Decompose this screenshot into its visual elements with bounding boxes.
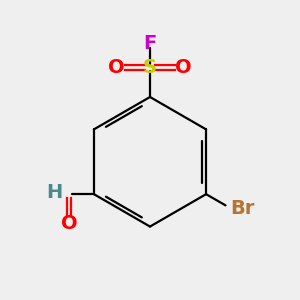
Text: F: F (143, 34, 157, 52)
Text: H: H (46, 183, 62, 202)
Text: Br: Br (230, 200, 255, 218)
Text: S: S (143, 58, 157, 77)
Text: O: O (108, 58, 125, 77)
Text: O: O (61, 214, 77, 233)
Text: O: O (175, 58, 192, 77)
